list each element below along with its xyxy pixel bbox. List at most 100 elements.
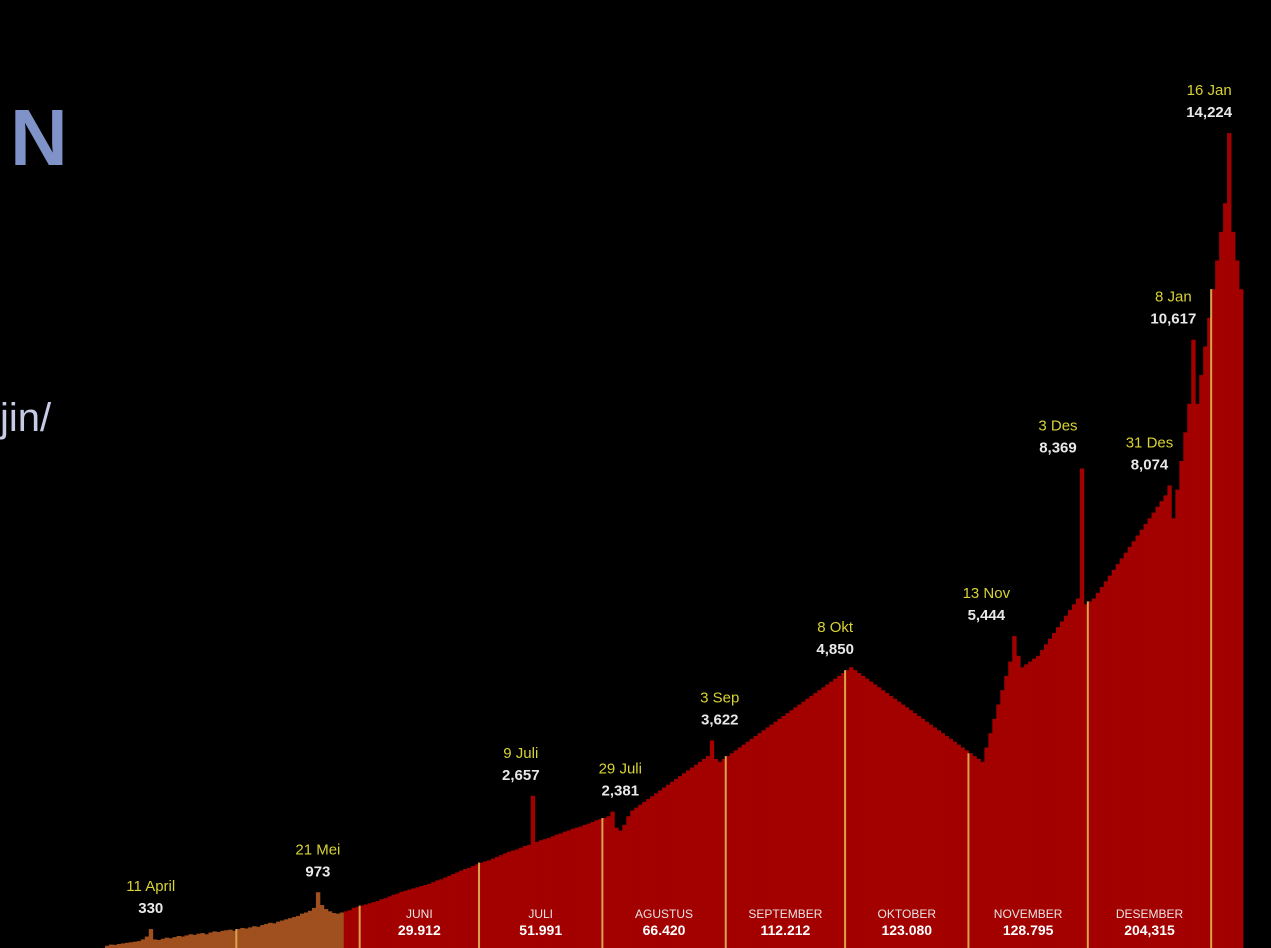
bar xyxy=(1195,403,1200,948)
bar xyxy=(1111,569,1117,948)
bar xyxy=(303,912,309,948)
bar xyxy=(172,937,178,948)
bar xyxy=(435,880,440,948)
bar xyxy=(630,810,635,948)
bar xyxy=(968,753,973,948)
bar xyxy=(861,675,866,948)
bar xyxy=(558,833,563,948)
bar xyxy=(829,681,834,948)
bar xyxy=(745,741,750,948)
bar xyxy=(1147,518,1152,948)
bar xyxy=(140,939,146,948)
bar xyxy=(992,718,997,948)
bar xyxy=(964,750,969,948)
bar xyxy=(681,773,687,948)
annotation-value: 330 xyxy=(138,900,163,917)
bar xyxy=(1231,231,1236,948)
bar xyxy=(383,898,388,948)
month-dividers-group xyxy=(235,289,1213,948)
bar xyxy=(1119,558,1125,948)
slide-body-fragment: jin/ xyxy=(0,396,52,440)
annotation: 21 Mei 973 xyxy=(295,841,340,880)
annotation-value: 4,850 xyxy=(816,641,854,658)
annotation: 13 Nov 5,444 xyxy=(963,585,1011,624)
bar xyxy=(490,858,496,948)
bar xyxy=(105,945,110,948)
bar xyxy=(598,819,603,948)
bar xyxy=(1071,604,1077,948)
annotation-value: 8,369 xyxy=(1039,440,1077,457)
bar xyxy=(204,934,209,948)
bar xyxy=(610,811,615,948)
bar xyxy=(359,905,365,948)
bar xyxy=(773,721,778,948)
annotation-value: 8,074 xyxy=(1131,456,1169,473)
bar xyxy=(602,817,607,948)
bar xyxy=(351,907,357,948)
bar xyxy=(685,770,691,948)
bar xyxy=(849,667,854,948)
bar xyxy=(566,830,571,948)
bar xyxy=(618,830,623,948)
annotation: 3 Sep 3,622 xyxy=(700,689,739,728)
annotation: 3 Des 8,369 xyxy=(1038,418,1077,457)
bar xyxy=(1159,501,1164,948)
bar xyxy=(1227,133,1232,948)
bar xyxy=(769,724,774,948)
bar xyxy=(268,922,273,948)
month-total: 204,315 xyxy=(1124,922,1175,938)
bar xyxy=(757,733,762,948)
bar xyxy=(638,804,643,948)
bar xyxy=(733,750,739,948)
bar xyxy=(809,695,814,948)
bar xyxy=(1223,203,1228,948)
bar xyxy=(459,870,464,948)
bar xyxy=(1040,650,1045,948)
bar xyxy=(506,851,512,948)
bar xyxy=(896,701,902,948)
annotations-group: 11 April 330 21 Mei 973 9 Juli 2,657 29 Juli 2,… xyxy=(126,82,1232,917)
bar xyxy=(693,764,699,948)
bar xyxy=(594,820,599,948)
bar xyxy=(1115,564,1121,948)
annotation-date: 3 Sep xyxy=(700,689,739,706)
month-name: SEPTEMBER xyxy=(748,907,822,921)
bar xyxy=(307,910,313,948)
bar xyxy=(833,678,838,948)
bar xyxy=(1052,632,1057,948)
bar xyxy=(1004,675,1009,948)
bar xyxy=(176,935,181,948)
bar xyxy=(248,927,253,948)
bar xyxy=(471,866,476,948)
bar xyxy=(1067,609,1073,948)
bar xyxy=(427,883,432,948)
bar xyxy=(1020,667,1025,948)
annotation-date: 31 Des xyxy=(1126,434,1174,451)
bar xyxy=(574,827,579,948)
bar xyxy=(1103,581,1109,948)
bar xyxy=(1055,627,1061,948)
bar xyxy=(1107,575,1113,948)
bar xyxy=(821,687,826,948)
bar xyxy=(542,839,548,948)
annotation: 29 Juli 2,381 xyxy=(599,761,642,800)
bar xyxy=(705,756,711,948)
bar xyxy=(1139,529,1144,948)
bar xyxy=(944,736,949,948)
bar xyxy=(650,796,655,948)
bar xyxy=(327,911,333,948)
bar xyxy=(108,944,114,948)
bar xyxy=(729,753,735,948)
bar xyxy=(455,872,460,948)
bar xyxy=(498,855,504,948)
annotation-date: 13 Nov xyxy=(963,585,1011,602)
bar xyxy=(1008,661,1013,948)
annotation-value: 2,657 xyxy=(502,767,540,784)
bar xyxy=(419,886,424,948)
bar xyxy=(634,807,639,948)
bar xyxy=(1199,375,1204,948)
bar xyxy=(224,930,229,948)
bar xyxy=(443,877,448,948)
